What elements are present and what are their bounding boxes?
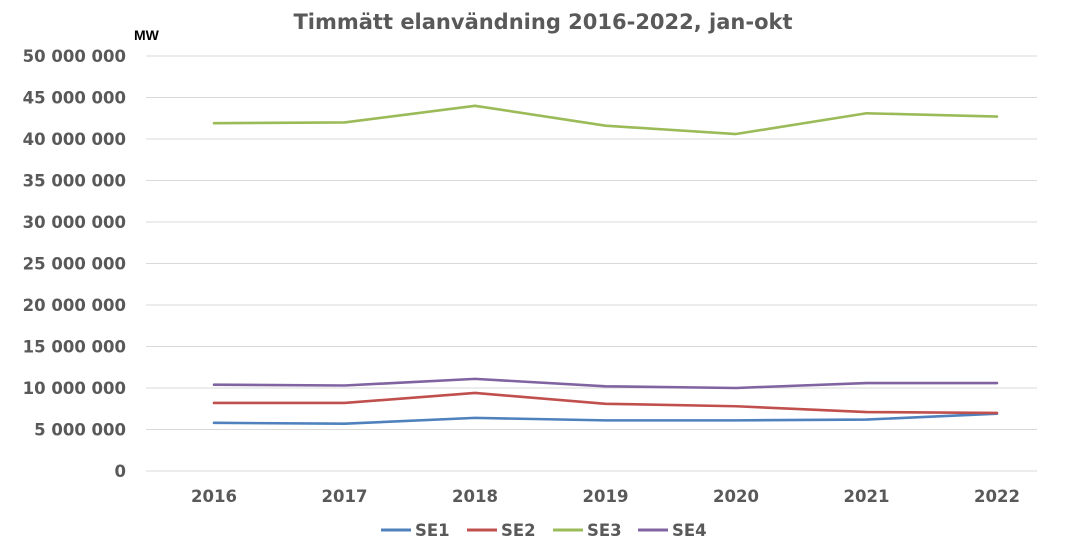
gridlines: [146, 55, 1037, 472]
y-tick-label: 40 000 000: [23, 130, 126, 149]
x-tick-label: 2017: [322, 487, 368, 506]
legend-label-se3: SE3: [587, 521, 622, 540]
chart-title: Timmätt elanvändning 2016-2022, jan-okt: [293, 10, 792, 34]
legend-label-se4: SE4: [672, 521, 707, 540]
y-axis-unit-label: MW: [134, 27, 160, 43]
y-tick-label: 25 000 000: [23, 255, 126, 274]
y-tick-label: 30 000 000: [23, 213, 126, 232]
x-tick-label: 2018: [452, 487, 498, 506]
legend: SE1 SE2 SE3 SE4: [381, 521, 707, 540]
y-axis-tick-labels: 0 5 000 000 10 000 000 15 000 000 20 000 000…: [23, 47, 126, 481]
series-line-se4: [212, 377, 999, 390]
legend-label-se2: SE2: [501, 521, 536, 540]
y-tick-label: 20 000 000: [23, 296, 126, 315]
x-tick-label: 2019: [583, 487, 629, 506]
x-tick-label: 2021: [844, 487, 890, 506]
y-tick-label: 35 000 000: [23, 172, 126, 191]
y-tick-label: 5 000 000: [34, 421, 126, 440]
y-tick-label: 10 000 000: [23, 379, 126, 398]
y-tick-label: 45 000 000: [23, 89, 126, 108]
y-tick-label: 15 000 000: [23, 338, 126, 357]
series-line-se3: [212, 104, 999, 136]
x-tick-label: 2022: [974, 487, 1020, 506]
x-tick-label: 2016: [191, 487, 237, 506]
x-axis-tick-labels: 2016 2017 2018 2019 2020 2021 2022: [191, 487, 1020, 506]
series-line-se1: [212, 412, 999, 425]
series-line-se2: [212, 391, 999, 415]
y-tick-label: 0: [115, 462, 126, 481]
legend-label-se1: SE1: [415, 521, 450, 540]
y-tick-label: 50 000 000: [23, 47, 126, 66]
x-tick-label: 2020: [713, 487, 759, 506]
series-lines: [212, 104, 999, 425]
